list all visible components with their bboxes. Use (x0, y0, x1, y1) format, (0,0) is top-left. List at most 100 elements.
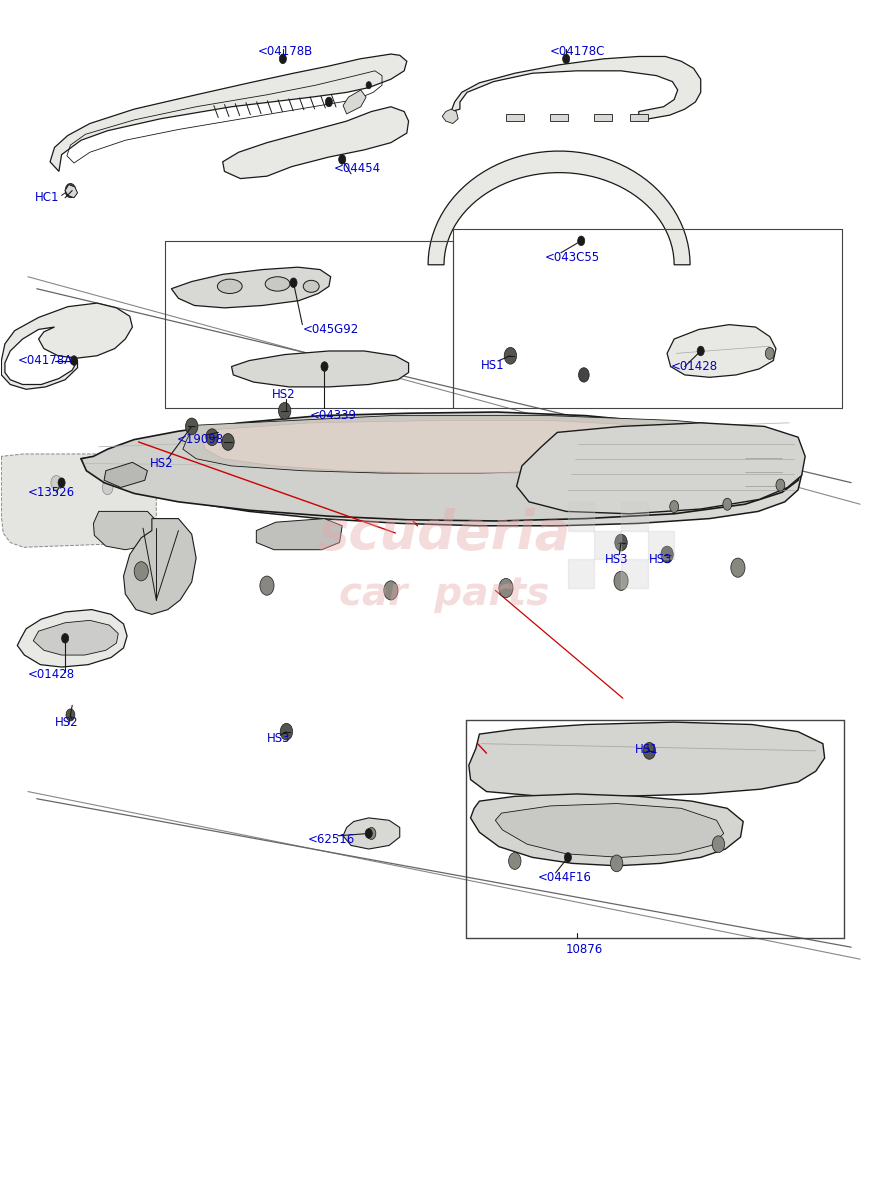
Circle shape (579, 367, 589, 382)
Polygon shape (257, 518, 342, 550)
Text: <62516: <62516 (307, 833, 355, 846)
Circle shape (61, 634, 68, 643)
Text: HS2: HS2 (54, 715, 78, 728)
Circle shape (578, 236, 585, 246)
Polygon shape (81, 412, 802, 521)
Circle shape (70, 355, 77, 365)
Polygon shape (428, 151, 690, 265)
Polygon shape (50, 54, 407, 172)
Circle shape (661, 546, 673, 563)
Polygon shape (442, 109, 458, 124)
Polygon shape (517, 422, 805, 514)
Ellipse shape (266, 277, 290, 292)
Circle shape (222, 433, 234, 450)
Polygon shape (594, 114, 612, 121)
Polygon shape (203, 420, 758, 473)
Circle shape (504, 347, 517, 364)
Circle shape (186, 418, 198, 434)
Circle shape (290, 278, 297, 288)
Circle shape (365, 829, 372, 839)
Polygon shape (18, 610, 127, 667)
Circle shape (384, 581, 398, 600)
Polygon shape (551, 114, 568, 121)
Circle shape (565, 853, 572, 862)
Text: <19098: <19098 (177, 433, 224, 446)
Text: <04178B: <04178B (258, 46, 313, 58)
Circle shape (281, 724, 293, 740)
Text: HS2: HS2 (150, 457, 174, 470)
Text: <01428: <01428 (670, 360, 718, 373)
Text: <044F16: <044F16 (538, 871, 591, 884)
Text: HS1: HS1 (635, 743, 659, 756)
Text: <04178C: <04178C (551, 46, 606, 58)
Bar (621, 502, 647, 530)
Circle shape (776, 479, 785, 491)
Text: HS2: HS2 (273, 388, 296, 401)
Text: <01428: <01428 (28, 667, 75, 680)
Polygon shape (104, 462, 147, 487)
Polygon shape (81, 420, 802, 526)
Text: scuderia: scuderia (317, 508, 571, 560)
Circle shape (610, 856, 622, 871)
Polygon shape (519, 434, 794, 502)
Text: <045G92: <045G92 (303, 323, 359, 336)
Circle shape (731, 558, 745, 577)
Polygon shape (343, 818, 400, 850)
Circle shape (102, 480, 113, 494)
Text: <04178A: <04178A (18, 354, 73, 367)
Polygon shape (33, 620, 118, 655)
Text: HS3: HS3 (649, 553, 673, 565)
Ellipse shape (303, 281, 319, 293)
Polygon shape (343, 90, 366, 114)
Polygon shape (123, 518, 196, 614)
Circle shape (51, 475, 61, 490)
Circle shape (321, 361, 328, 371)
Bar (647, 530, 674, 559)
Polygon shape (496, 804, 724, 858)
Polygon shape (630, 114, 647, 121)
Circle shape (66, 709, 75, 721)
Circle shape (712, 836, 725, 853)
Polygon shape (232, 350, 408, 386)
Polygon shape (223, 107, 408, 179)
Polygon shape (2, 454, 156, 547)
Text: HS1: HS1 (481, 359, 504, 372)
Circle shape (614, 534, 627, 551)
Polygon shape (451, 56, 701, 121)
Text: HS3: HS3 (267, 732, 290, 745)
Circle shape (509, 853, 521, 869)
Text: HC1: HC1 (35, 191, 59, 204)
Text: <043C55: <043C55 (545, 251, 600, 264)
Circle shape (338, 155, 345, 164)
Polygon shape (183, 415, 781, 473)
Circle shape (206, 428, 218, 445)
Text: <13526: <13526 (28, 486, 75, 499)
Circle shape (499, 578, 513, 598)
Bar (621, 559, 647, 588)
Circle shape (325, 97, 332, 107)
Ellipse shape (218, 280, 242, 294)
Text: car  parts: car parts (339, 575, 549, 613)
Circle shape (563, 54, 570, 64)
Circle shape (765, 347, 774, 359)
Bar (568, 502, 594, 530)
Polygon shape (93, 511, 159, 550)
Circle shape (697, 346, 704, 355)
Circle shape (643, 743, 655, 760)
Text: <04454: <04454 (333, 162, 380, 175)
Text: HS3: HS3 (605, 553, 629, 565)
Text: 10876: 10876 (567, 943, 604, 956)
Text: <04339: <04339 (309, 409, 356, 422)
Circle shape (366, 82, 371, 89)
Polygon shape (171, 268, 330, 308)
Circle shape (280, 54, 287, 64)
Polygon shape (65, 185, 77, 198)
Polygon shape (471, 794, 743, 865)
Circle shape (670, 500, 678, 512)
Circle shape (58, 478, 65, 487)
Polygon shape (506, 114, 524, 121)
Circle shape (260, 576, 274, 595)
Circle shape (367, 828, 376, 840)
Polygon shape (469, 722, 825, 797)
Circle shape (614, 571, 628, 590)
